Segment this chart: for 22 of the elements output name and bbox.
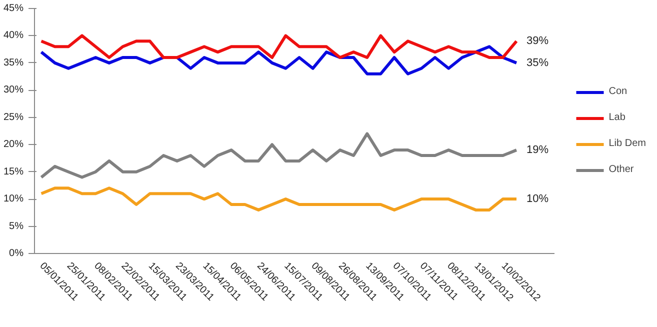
text: 10% [526,193,549,206]
y-tick-label: 5% [9,220,24,232]
y-tick-label: 20% [3,139,24,150]
line-series [40,45,518,76]
legend-label: Lab [608,112,626,123]
legend-label: Con [608,86,628,97]
legend-label: Lib Dem [608,138,646,149]
y-tick-label: 35% [3,57,24,68]
legend-label: Other [608,164,634,175]
line-series [40,186,518,212]
text: 35% [526,56,549,69]
y-tick-label: 25% [3,112,24,123]
y-tick-label: 0% [9,248,24,259]
y-tick-label: 45% [3,3,24,14]
line-series [40,132,518,179]
y-tick-label: 40% [3,30,24,42]
y-tick-label: 30% [3,84,24,96]
text: 19% [526,144,549,156]
y-tick-label: 15% [3,166,24,178]
text: 39% [526,35,549,48]
y-tick-label: 10% [3,194,24,205]
line-series [40,34,518,59]
